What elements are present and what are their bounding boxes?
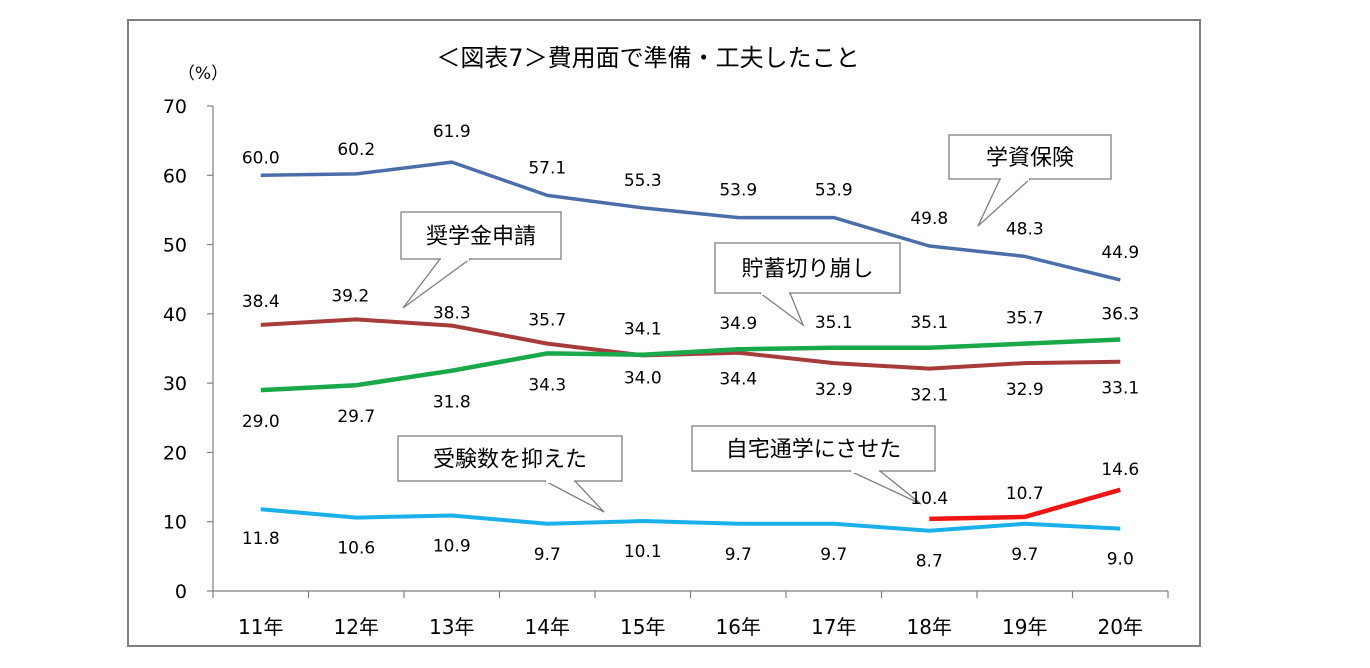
data-label: 57.1	[528, 158, 566, 178]
series-line	[260, 337, 1121, 393]
data-label: 60.0	[242, 148, 280, 168]
data-label: 35.7	[1006, 309, 1044, 329]
data-label: 34.0	[624, 368, 662, 388]
x-tick-label: 14年	[525, 615, 570, 639]
callout-joint	[761, 291, 789, 295]
chart-title: ＜図表7＞費用面で準備・工夫したこと	[436, 44, 859, 72]
callout-box	[714, 242, 901, 294]
data-label: 53.9	[815, 181, 853, 201]
x-tick-label: 13年	[429, 615, 474, 639]
callout-pointer	[402, 258, 472, 309]
data-label: 29.7	[337, 407, 375, 427]
callout-joint	[441, 257, 469, 261]
callout-joint	[1001, 177, 1029, 181]
data-label: 9.0	[1107, 550, 1134, 570]
callout-box	[691, 425, 936, 472]
series-name-label: 受験数を抑えた	[433, 448, 587, 473]
data-label: 35.1	[910, 313, 948, 333]
data-label: 34.4	[719, 370, 757, 390]
data-label: 35.1	[815, 313, 853, 333]
data-label: 55.3	[624, 171, 662, 191]
data-label: 32.9	[1006, 380, 1044, 400]
series-line	[260, 507, 1121, 533]
data-label: 60.2	[337, 140, 375, 160]
data-label: 61.9	[433, 122, 471, 142]
data-label: 44.9	[1101, 243, 1139, 263]
data-label: 49.8	[910, 209, 948, 229]
x-tick-label: 20年	[1098, 615, 1143, 639]
data-label: 53.9	[719, 181, 757, 201]
data-label: 9.7	[534, 545, 561, 565]
data-label: 10.1	[624, 542, 662, 562]
callout-box	[400, 211, 562, 260]
x-tick-label: 15年	[620, 615, 665, 639]
data-label: 8.7	[916, 552, 943, 572]
data-label: 10.4	[910, 489, 948, 509]
data-label: 31.8	[433, 393, 471, 413]
data-label: 34.3	[528, 375, 566, 395]
data-label: 11.8	[242, 529, 280, 549]
data-label: 34.9	[719, 314, 757, 334]
x-tick-label: 11年	[238, 615, 283, 639]
callout-box	[397, 435, 623, 482]
callout-pointer	[758, 292, 805, 327]
x-tick-label: 18年	[907, 615, 952, 639]
data-label: 33.1	[1101, 379, 1139, 399]
data-label: 9.7	[820, 545, 847, 565]
data-label: 32.9	[815, 380, 853, 400]
data-label: 10.9	[433, 536, 471, 556]
data-label: 38.4	[242, 292, 280, 312]
y-axis-unit: （%）	[178, 64, 228, 84]
data-label: 29.0	[242, 412, 280, 432]
series-line	[260, 160, 1121, 282]
y-tick-label: 30	[163, 373, 187, 395]
series-name-label: 学資保険	[986, 146, 1074, 171]
y-tick-label: 0	[175, 581, 187, 603]
data-label: 35.7	[528, 311, 566, 331]
callout-joint	[851, 469, 879, 473]
x-tick-label: 17年	[811, 615, 856, 639]
x-tick-label: 19年	[1002, 615, 1047, 639]
data-label: 38.3	[433, 304, 471, 324]
callout-pointer	[544, 480, 605, 513]
x-tick-label: 12年	[334, 615, 379, 639]
series-name-label: 貯蓄切り崩し	[741, 257, 873, 282]
data-label: 36.3	[1101, 304, 1139, 324]
callout-joint	[546, 479, 574, 483]
series-name-label: 奨学金申請	[426, 225, 536, 250]
data-label: 48.3	[1006, 219, 1044, 239]
series-line	[929, 487, 1121, 522]
data-label: 32.1	[910, 386, 948, 406]
y-tick-label: 20	[163, 442, 187, 464]
x-tick-label: 16年	[716, 615, 761, 639]
data-label: 10.6	[337, 539, 375, 559]
data-label: 39.2	[331, 286, 369, 306]
y-tick-label: 50	[163, 235, 187, 257]
series-name-label: 自宅通学にさせた	[726, 438, 902, 463]
data-label: 9.7	[1011, 545, 1038, 565]
data-label: 34.1	[624, 320, 662, 340]
callout-box	[948, 134, 1112, 180]
y-tick-label: 40	[163, 304, 187, 326]
data-label: 9.7	[725, 545, 752, 565]
data-label: 10.7	[1006, 484, 1044, 504]
y-tick-label: 70	[163, 96, 187, 118]
y-tick-label: 10	[163, 512, 187, 534]
y-tick-label: 60	[163, 165, 187, 187]
data-label: 14.6	[1101, 460, 1139, 480]
chart-frame	[127, 19, 1201, 647]
